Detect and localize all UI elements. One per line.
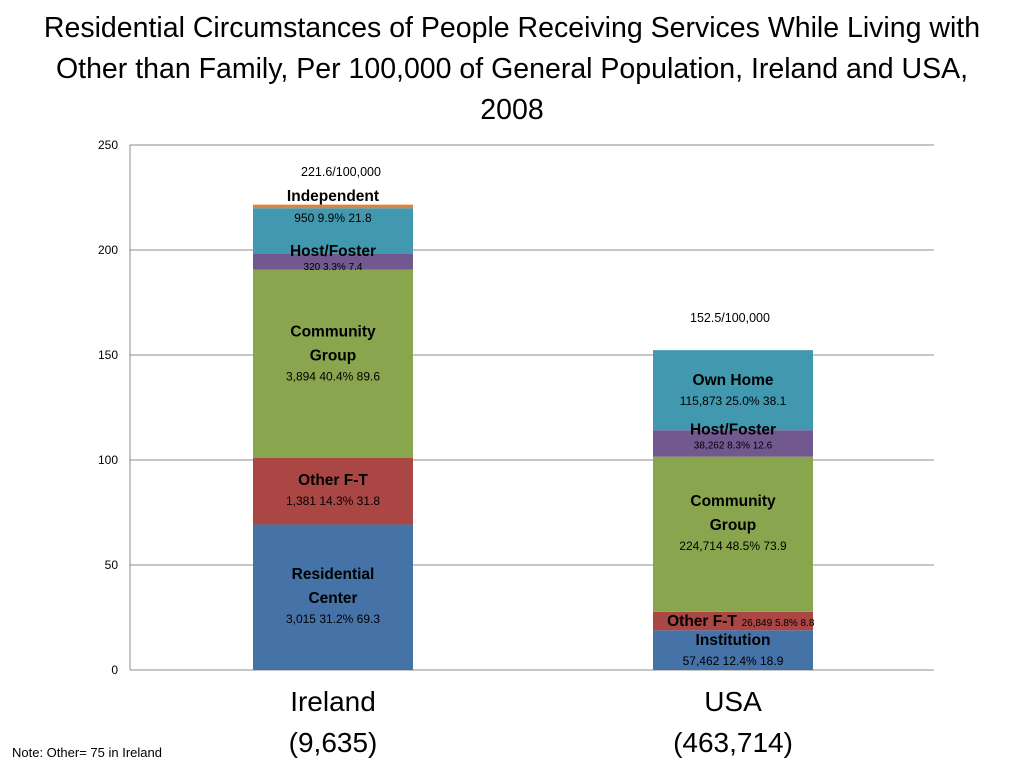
segment-stats: 38,262 8.3% 12.6 — [694, 440, 773, 451]
segment-label: Group — [310, 348, 357, 365]
segment-stats: 3,015 31.2% 69.3 — [286, 612, 380, 626]
segment-stats: 224,714 48.5% 73.9 — [679, 539, 787, 553]
bar-segment-host_foster — [653, 430, 813, 457]
y-tick-label: 150 — [98, 348, 118, 362]
segment-label: Host/Foster — [290, 243, 376, 260]
segment-label: Institution — [696, 632, 771, 649]
x-category-label: Ireland — [290, 686, 376, 717]
segment-label: Community — [290, 324, 376, 341]
bar-segment-institution — [653, 630, 813, 670]
chart-title: Residential Circumstances of People Rece… — [43, 12, 981, 126]
bar-segment-residential_center — [253, 524, 413, 670]
segment-label: Own Home — [693, 372, 774, 389]
y-tick-label: 100 — [98, 453, 118, 467]
segment-stats: 26,849 5.8% 8.8 — [742, 618, 815, 629]
bar-segment-community_group — [653, 456, 813, 612]
segment-label: Community — [690, 493, 776, 510]
bar-segment-other_ft — [653, 611, 813, 631]
segment-stats: 320 3.3% 7.4 — [304, 262, 363, 273]
segment-label: Host/Foster — [690, 421, 776, 438]
bar-segment-other_ft — [253, 457, 413, 525]
bar-total-label: 221.6/100,000 — [301, 165, 381, 179]
segment-label: Center — [308, 590, 357, 607]
segment-stats: 3,894 40.4% 89.6 — [286, 370, 380, 384]
x-category-label: USA — [704, 686, 762, 717]
x-category-subtitle: (9,635) — [289, 727, 378, 758]
segment-label: Independent — [287, 188, 379, 205]
segment-stats: 1,381 14.3% 31.8 — [286, 494, 380, 508]
segment-stats: 115,873 25.0% 38.1 — [680, 394, 787, 408]
bar-segment-community_group — [253, 269, 413, 458]
footnote: Note: Other= 75 in Ireland — [12, 745, 162, 760]
segment-stats: 57,462 12.4% 18.9 — [683, 654, 784, 668]
y-tick-label: 0 — [111, 663, 118, 677]
y-tick-label: 250 — [98, 138, 118, 152]
segment-label: Group — [710, 517, 757, 534]
segment-label: Residential — [292, 566, 375, 583]
bar-segment-host_foster — [253, 253, 413, 270]
bar-segment-independent — [253, 208, 413, 254]
segment-stats: 950 9.9% 21.8 — [294, 211, 372, 225]
y-tick-label: 200 — [98, 243, 118, 257]
x-category-subtitle: (463,714) — [673, 727, 793, 758]
segment-label: Other F-T — [298, 472, 368, 489]
bar-total-label: 152.5/100,000 — [690, 311, 770, 325]
bar-segment-own_home — [653, 350, 813, 431]
segment-label: Other F-T — [667, 613, 737, 630]
y-tick-label: 50 — [105, 558, 119, 572]
bar-segment-other — [253, 204, 413, 209]
